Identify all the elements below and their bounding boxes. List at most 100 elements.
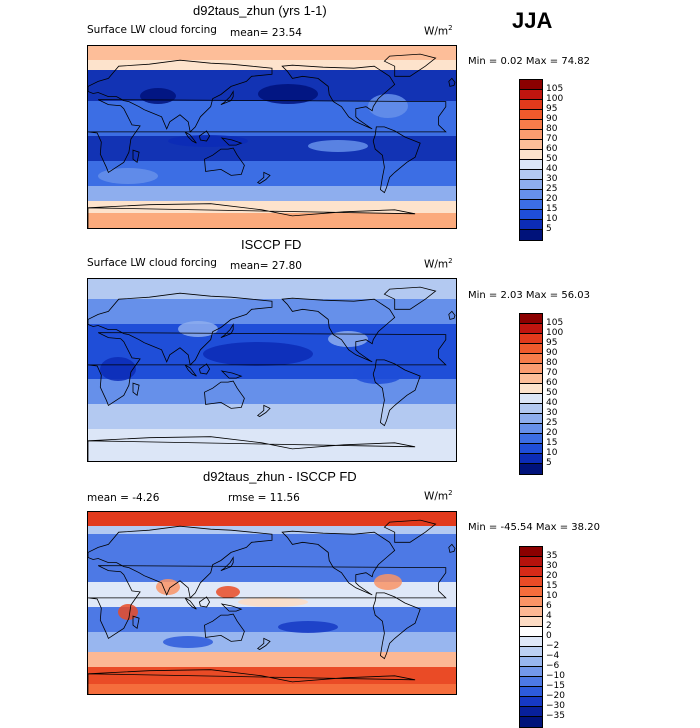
- map-blob: [258, 84, 318, 104]
- map-band: [88, 136, 456, 161]
- coastline: [256, 404, 271, 417]
- panel2-colorbar-labels: 105 100 95 90 80 70 60 50 40 30 25 20 15 10 5: [546, 318, 563, 468]
- map-band: [88, 667, 456, 684]
- colorbar-swatch: [520, 597, 542, 607]
- map-blob: [100, 357, 136, 381]
- coastline: [220, 90, 234, 105]
- coastline: [220, 323, 234, 338]
- colorbar-label: 15: [546, 438, 558, 448]
- colorbar-label: 25: [546, 418, 558, 428]
- coastline: [281, 64, 396, 130]
- map-blob: [140, 88, 176, 104]
- map-blob: [203, 342, 313, 366]
- colorbar-label: 90: [546, 114, 558, 124]
- panel1-subtitle: Surface LW cloud forcing: [87, 24, 217, 36]
- colorbar-swatch: [520, 687, 542, 697]
- panel2-units: W/m2: [424, 257, 453, 271]
- colorbar-swatch: [520, 90, 542, 100]
- colorbar-swatch: [520, 667, 542, 677]
- season-label: JJA: [512, 8, 553, 33]
- colorbar-label: 15: [546, 581, 558, 591]
- colorbar-swatch: [520, 80, 542, 90]
- colorbar-swatch: [520, 130, 542, 140]
- coastline: [88, 203, 416, 228]
- coastline: [184, 131, 197, 144]
- coastline: [383, 519, 437, 543]
- colorbar-swatch: [520, 140, 542, 150]
- coastline: [256, 637, 271, 650]
- map-band: [88, 186, 456, 201]
- colorbar-label: 105: [546, 318, 564, 328]
- colorbar-swatch: [520, 150, 542, 160]
- colorbar-swatch: [520, 314, 542, 324]
- colorbar-label: 2: [546, 621, 552, 631]
- colorbar-label: 30: [546, 408, 558, 418]
- colorbar-label: 40: [546, 164, 558, 174]
- coastline: [184, 597, 197, 610]
- map-band: [88, 60, 456, 70]
- panel3-colorbar-labels: 35 30 20 15 10 6 4 2 0 −2 −4 −6 −10 −15 −20 −30 −35: [546, 551, 565, 721]
- colorbar-swatch: [520, 677, 542, 687]
- colorbar-label: −30: [546, 701, 565, 711]
- colorbar-swatch: [520, 110, 542, 120]
- colorbar-label: 100: [546, 328, 564, 338]
- colorbar-swatch: [520, 324, 542, 334]
- colorbar-label: 10: [546, 591, 558, 601]
- colorbar-label: 10: [546, 448, 558, 458]
- coastline: [184, 364, 197, 377]
- coastline: [198, 130, 211, 142]
- coastline: [88, 332, 447, 407]
- colorbar-label: 60: [546, 378, 558, 388]
- colorbar-swatch: [520, 180, 542, 190]
- colorbar-swatch: [520, 697, 542, 707]
- panel1-map: [87, 45, 457, 229]
- colorbar-label: 5: [546, 458, 552, 468]
- colorbar-swatch: [520, 617, 542, 627]
- coastline: [132, 149, 140, 164]
- colorbar-label: 5: [546, 224, 552, 234]
- coastline: [448, 310, 456, 320]
- coastline: [220, 603, 243, 612]
- panel2-colorbar: [519, 313, 543, 475]
- panel3-colorbar: [519, 546, 543, 728]
- colorbar-label: 15: [546, 204, 558, 214]
- map-band: [88, 652, 456, 667]
- coastline: [220, 556, 234, 571]
- coastline: [220, 137, 243, 146]
- colorbar-swatch: [520, 190, 542, 200]
- coastline: [448, 77, 456, 87]
- colorbar-swatch: [520, 120, 542, 130]
- colorbar-label: 20: [546, 428, 558, 438]
- colorbar-swatch: [520, 607, 542, 617]
- map-blob: [353, 364, 403, 384]
- panel1-title: d92taus_zhun (yrs 1-1): [193, 3, 327, 18]
- colorbar-label: 80: [546, 358, 558, 368]
- colorbar-swatch: [520, 160, 542, 170]
- colorbar-label: −10: [546, 671, 565, 681]
- colorbar-swatch: [520, 444, 542, 454]
- colorbar-swatch: [520, 344, 542, 354]
- coastline: [88, 669, 416, 694]
- colorbar-swatch: [520, 434, 542, 444]
- map-band: [88, 213, 456, 228]
- map-band: [88, 526, 456, 534]
- colorbar-label: 10: [546, 214, 558, 224]
- colorbar-swatch: [520, 404, 542, 414]
- colorbar-swatch: [520, 100, 542, 110]
- coastline: [383, 286, 437, 310]
- colorbar-swatch: [520, 647, 542, 657]
- colorbar-swatch: [520, 464, 542, 474]
- colorbar-label: 80: [546, 124, 558, 134]
- map-band: [88, 512, 456, 526]
- map-blob: [374, 574, 402, 590]
- map-band: [88, 632, 456, 652]
- coastline: [132, 615, 140, 630]
- coastline: [204, 613, 245, 642]
- colorbar-label: 40: [546, 398, 558, 408]
- colorbar-label: 50: [546, 388, 558, 398]
- coastline: [383, 53, 437, 77]
- map-band: [88, 684, 456, 694]
- colorbar-label: 60: [546, 144, 558, 154]
- coastline: [372, 359, 421, 427]
- colorbar-swatch: [520, 364, 542, 374]
